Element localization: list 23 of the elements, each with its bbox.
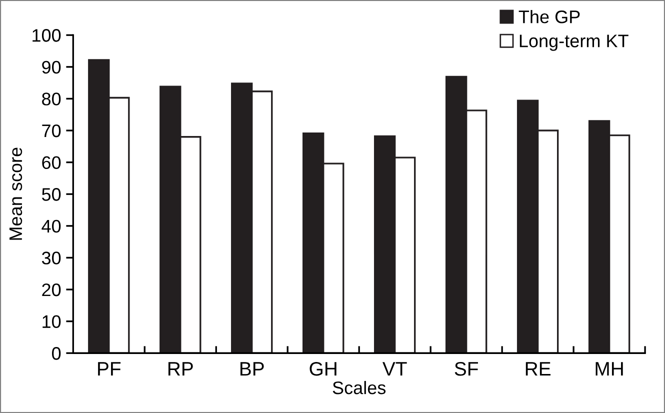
x-tick-label: PF — [98, 362, 121, 376]
y-tick-label: 50 — [42, 188, 61, 201]
x-tick-label: MH — [596, 362, 623, 376]
y-tick-label: 90 — [42, 60, 61, 74]
x-tick-label: VT — [382, 362, 407, 376]
x-tick-label: SF — [454, 362, 478, 376]
y-tick-label: 20 — [42, 283, 61, 296]
x-tick-label: RP — [168, 362, 193, 376]
x-tick-label: BP — [240, 362, 264, 376]
y-tick-label: 60 — [42, 156, 61, 170]
y-tick-label: 40 — [42, 220, 61, 233]
y-tick-label: 70 — [42, 124, 61, 138]
y-tick-label: 10 — [42, 315, 61, 328]
legend-label: Long-term KT — [520, 34, 628, 51]
x-tick-label: RE — [526, 362, 550, 376]
x-tick-label: GH — [310, 362, 336, 376]
y-tick-label: 100 — [32, 29, 61, 42]
y-tick-label: 80 — [42, 92, 61, 106]
y-axis-title: Mean score — [10, 148, 22, 240]
x-axis-title: Scales — [332, 380, 386, 394]
legend-label: The GP — [518, 10, 580, 24]
y-tick-label: 30 — [42, 252, 61, 264]
y-tick-label: 0 — [52, 347, 61, 360]
